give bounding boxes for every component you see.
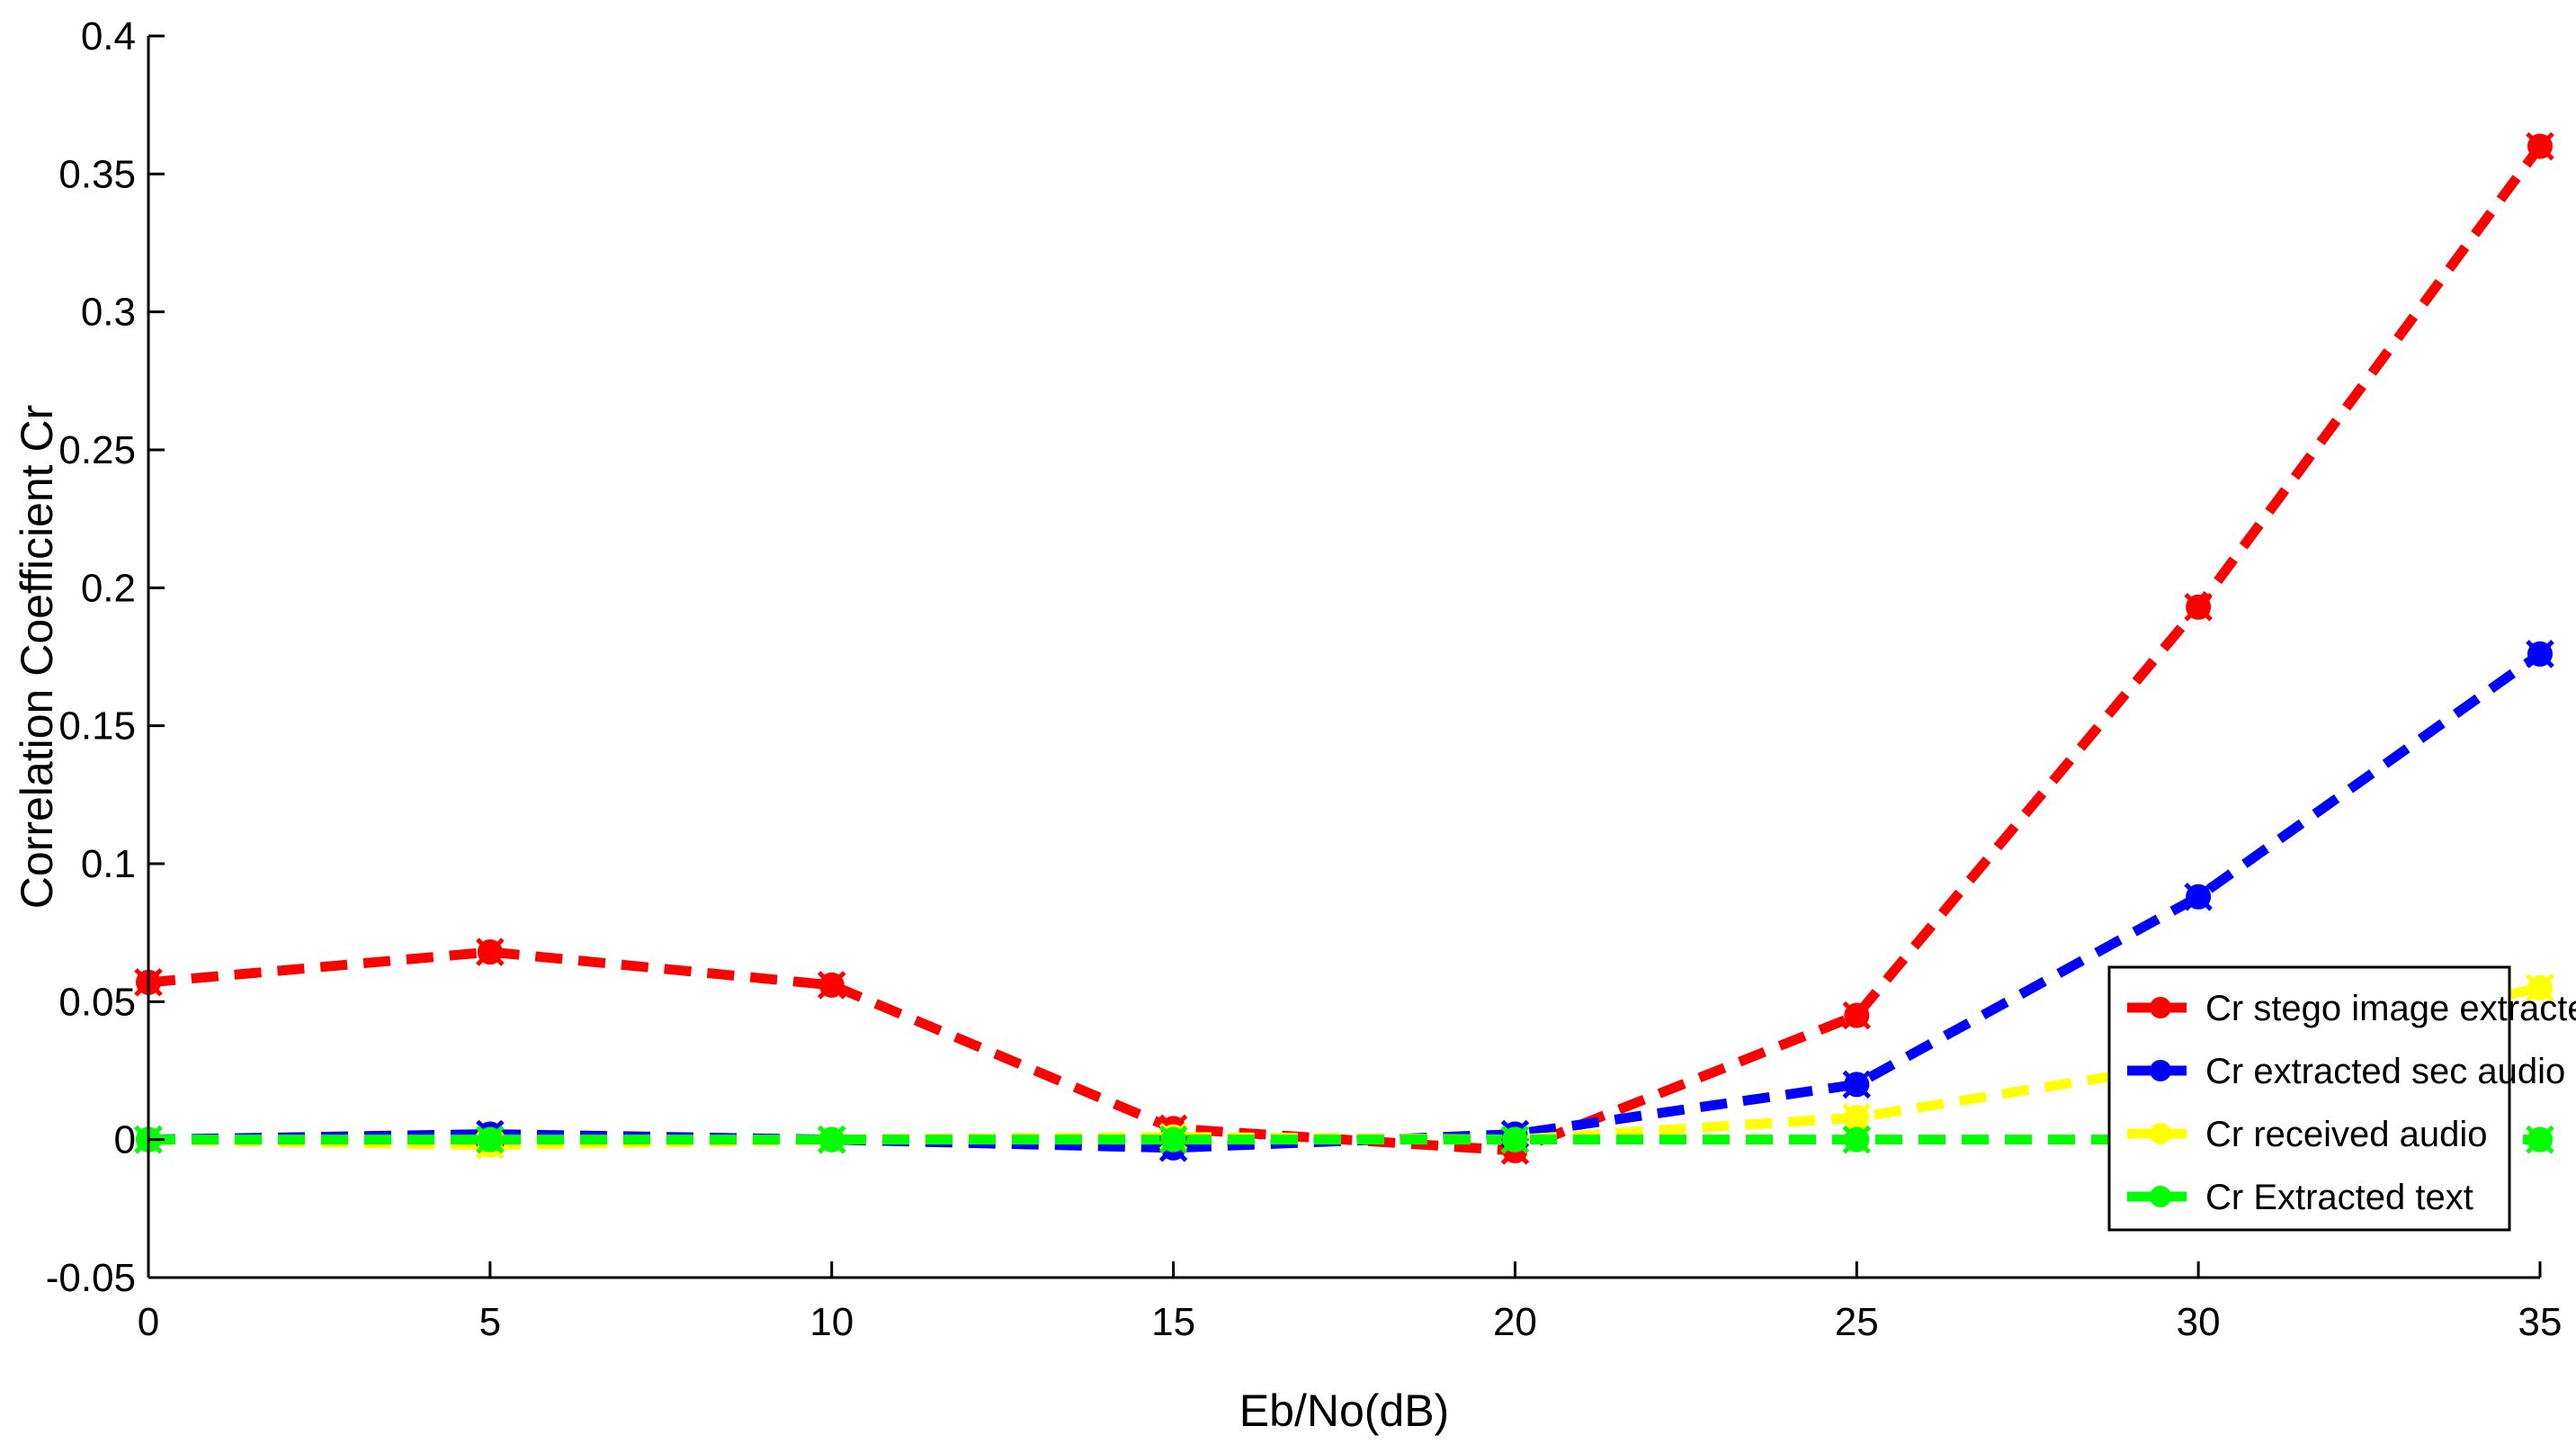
point-cross: [1158, 1125, 1188, 1154]
point-cross: [817, 971, 846, 1000]
y-tick-label: 0.25: [58, 428, 136, 472]
point-cross: [1842, 1000, 1872, 1030]
y-tick-label: 0.2: [81, 566, 136, 610]
point-cross: [2526, 640, 2554, 668]
y-tick-label: 0.1: [81, 842, 136, 886]
axes: 0 5 10 15 20 25 30 35-0.0500.050.10.150.20.250.…: [46, 14, 2563, 1344]
data-point: [1842, 1103, 1872, 1132]
x-tick-label: 15: [1151, 1300, 1195, 1344]
y-axis-title: Correlation Coefficient Cr: [12, 405, 62, 909]
point-cross: [1842, 1103, 1872, 1132]
legend-label: Cr extracted sec audio: [2205, 1052, 2565, 1091]
data-point: [1842, 1070, 1872, 1099]
x-tick-label: 35: [2518, 1300, 2563, 1344]
data-point: [2526, 131, 2554, 161]
data-point: [1842, 1125, 1872, 1154]
data-point: [1842, 1000, 1872, 1030]
legend-entry: Cr Extracted text: [2127, 1178, 2473, 1217]
data-point: [2526, 640, 2554, 668]
x-tick-label: 25: [1835, 1300, 1879, 1344]
x-axis-title: Eb/No(dB): [1239, 1386, 1449, 1436]
data-point: [1500, 1125, 1530, 1154]
legend-swatch-marker: [2150, 1123, 2171, 1144]
x-tick-label: 10: [809, 1300, 854, 1344]
legend: Cr stego image extracted Cr extracted sec…: [2107, 965, 2576, 1232]
point-cross: [476, 937, 505, 966]
y-tick-label: 0.35: [58, 152, 136, 196]
data-point: [476, 1125, 505, 1154]
legend-entry: Cr extracted sec audio: [2127, 1052, 2565, 1091]
legend-label: Cr stego image extracted: [2205, 989, 2576, 1028]
legend-swatch-marker: [2150, 997, 2171, 1018]
legend-entry: Cr received audio: [2127, 1115, 2488, 1154]
y-tick-label: 0: [114, 1118, 136, 1162]
legend-swatch-marker: [2150, 1186, 2171, 1207]
data-point: [2526, 973, 2554, 1002]
point-cross: [2526, 131, 2554, 161]
y-tick-label: 0.4: [81, 14, 136, 58]
y-tick-label: 0.15: [58, 704, 136, 749]
data-point: [817, 971, 846, 1000]
x-tick-label: 20: [1493, 1300, 1537, 1344]
y-tick-label: 0.3: [81, 291, 136, 335]
point-cross: [1842, 1125, 1872, 1154]
point-cross: [2184, 883, 2213, 911]
point-cross: [2184, 593, 2213, 622]
series-line: [148, 143, 2545, 1156]
x-tick-label: 0: [138, 1300, 159, 1344]
legend-label: Cr Extracted text: [2205, 1178, 2473, 1217]
point-cross: [2526, 973, 2554, 1002]
y-tick-label: -0.05: [46, 1256, 136, 1300]
legend-swatch-marker: [2150, 1060, 2171, 1081]
data-point: [1158, 1125, 1188, 1154]
data-point: [476, 937, 505, 966]
legend-entry: Cr stego image extracted: [2127, 989, 2576, 1028]
x-tick-label: 30: [2177, 1300, 2221, 1344]
point-cross: [2526, 1125, 2554, 1154]
point-cross: [817, 1125, 846, 1154]
data-point: [2184, 593, 2213, 622]
y-tick-label: 0.05: [58, 980, 136, 1024]
data-point: [2184, 883, 2213, 911]
point-cross: [476, 1125, 505, 1154]
data-point: [817, 1125, 846, 1154]
x-tick-label: 5: [479, 1300, 501, 1344]
legend-label: Cr received audio: [2205, 1115, 2488, 1154]
data-point: [2526, 1125, 2554, 1154]
point-cross: [1500, 1125, 1530, 1154]
point-cross: [1842, 1070, 1872, 1099]
